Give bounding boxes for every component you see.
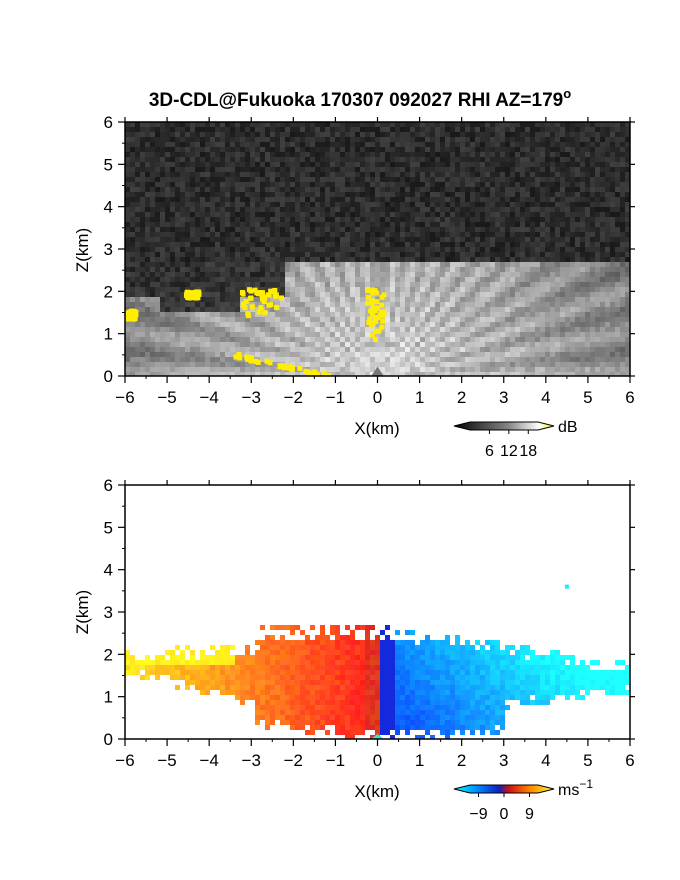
backscatter-panel: 3D-CDL@Fukuoka 170307 092027 RHI AZ=179o… xyxy=(73,86,635,460)
x-axis-label: X(km) xyxy=(354,419,399,438)
y-axis-label: Z(km) xyxy=(73,228,92,272)
colorbar-bar xyxy=(453,421,555,431)
radar-origin xyxy=(371,733,384,739)
x-tick-label: −5 xyxy=(157,388,176,407)
y-tick-label: 0 xyxy=(104,367,113,386)
backscatter-axes: −6 −5 −4 −3 −2 −1 0 1 2 3 4 5 6 0 1 2 3 4 5 6 xyxy=(104,113,635,407)
x-tick-label: 2 xyxy=(457,388,466,407)
y-tick-label: 3 xyxy=(104,603,113,622)
colorbar-tick-label: 12 xyxy=(500,443,518,460)
x-tick-label: 6 xyxy=(625,751,634,770)
x-tick-label: −3 xyxy=(242,388,261,407)
velocity-axes: −6 −5 −4 −3 −2 −1 0 1 2 3 4 5 6 0 1 2 3 4 5 6 xyxy=(104,476,635,770)
x-tick-label: 1 xyxy=(415,388,424,407)
colorbar-bar xyxy=(453,784,555,794)
x-tick-label: 2 xyxy=(457,751,466,770)
x-tick-label: 4 xyxy=(541,388,550,407)
isolated-point xyxy=(564,584,569,589)
x-tick-label: 5 xyxy=(583,388,592,407)
saturated-patch xyxy=(233,352,332,376)
y-tick-label: 1 xyxy=(104,688,113,707)
saturated-patch xyxy=(183,289,202,301)
x-tick-label: −4 xyxy=(199,751,218,770)
colorbar-tick-label: 6 xyxy=(485,443,494,460)
colorbar-unit: ms−1 xyxy=(558,777,593,799)
backscatter-plot-area xyxy=(125,122,630,376)
y-tick-label: 4 xyxy=(104,198,113,217)
colorbar-tick-label: −9 xyxy=(469,806,487,823)
colorbar-tick-label: 9 xyxy=(525,806,534,823)
y-tick-label: 2 xyxy=(104,282,113,301)
colorbar-tick-label: 18 xyxy=(519,443,537,460)
x-tick-label: 3 xyxy=(499,388,508,407)
y-tick-label: 6 xyxy=(104,113,113,132)
velocity-plot-area xyxy=(125,584,630,739)
chart-title: 3D-CDL@Fukuoka 170307 092027 RHI AZ=179o xyxy=(149,86,571,111)
y-tick-label: 1 xyxy=(104,325,113,344)
x-tick-label: −2 xyxy=(284,388,303,407)
x-tick-label: −6 xyxy=(115,388,134,407)
y-tick-label: 4 xyxy=(104,561,113,580)
x-tick-label: 0 xyxy=(373,388,382,407)
x-tick-label: 4 xyxy=(541,751,550,770)
y-tick-label: 6 xyxy=(104,476,113,495)
y-tick-label: 5 xyxy=(104,518,113,537)
x-tick-label: −5 xyxy=(157,751,176,770)
x-tick-label: −3 xyxy=(242,751,261,770)
velocity-panel: −6 −5 −4 −3 −2 −1 0 1 2 3 4 5 6 0 1 2 3 4 5 6 X(km) Z(km) −… xyxy=(73,476,635,823)
colorbar-unit: dB xyxy=(558,419,578,436)
x-tick-label: 1 xyxy=(415,751,424,770)
x-tick-label: −2 xyxy=(284,751,303,770)
x-tick-label: −6 xyxy=(115,751,134,770)
colorbar-tick-label: 0 xyxy=(500,806,509,823)
x-tick-label: −4 xyxy=(199,388,218,407)
x-axis-label: X(km) xyxy=(354,782,399,801)
saturated-patch xyxy=(239,287,285,319)
y-tick-label: 0 xyxy=(104,730,113,749)
radar-origin xyxy=(371,366,384,376)
backscatter-colorbar: 6 12 18 dB xyxy=(453,419,578,460)
velocity-colorbar: −9 0 9 ms−1 xyxy=(453,777,593,823)
saturated-patch xyxy=(364,287,387,343)
y-tick-label: 2 xyxy=(104,645,113,664)
x-tick-label: 5 xyxy=(583,751,592,770)
x-tick-label: 6 xyxy=(625,388,634,407)
x-tick-label: −1 xyxy=(326,388,345,407)
x-tick-label: −1 xyxy=(326,751,345,770)
saturated-patch xyxy=(125,308,139,322)
x-tick-label: 3 xyxy=(499,751,508,770)
x-tick-label: 0 xyxy=(373,751,382,770)
y-tick-label: 5 xyxy=(104,155,113,174)
y-tick-label: 3 xyxy=(104,240,113,259)
y-axis-label: Z(km) xyxy=(73,590,92,634)
